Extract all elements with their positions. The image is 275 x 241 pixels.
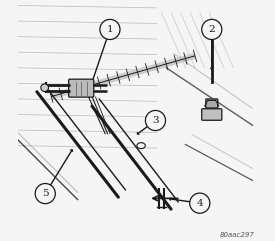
Text: 5: 5 [42, 189, 49, 198]
FancyBboxPatch shape [202, 109, 222, 120]
Text: 2: 2 [208, 25, 215, 34]
Text: 3: 3 [152, 116, 159, 125]
Text: 80aac297: 80aac297 [220, 232, 255, 238]
FancyBboxPatch shape [68, 79, 94, 97]
Circle shape [202, 19, 222, 40]
Text: 1: 1 [107, 25, 113, 34]
Text: 4: 4 [196, 199, 203, 208]
FancyBboxPatch shape [206, 99, 218, 108]
Circle shape [190, 193, 210, 213]
Circle shape [35, 183, 55, 204]
Ellipse shape [137, 143, 145, 149]
Circle shape [100, 19, 120, 40]
Circle shape [41, 84, 48, 92]
Circle shape [145, 110, 166, 131]
